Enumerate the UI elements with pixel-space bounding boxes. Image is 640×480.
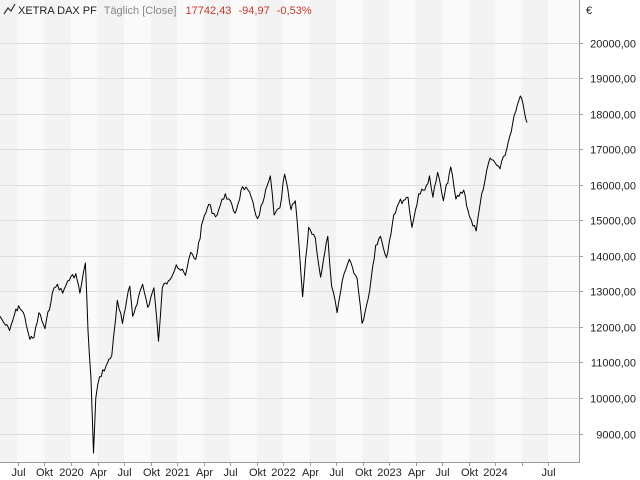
- time-band: [468, 0, 496, 462]
- x-tick-label: Okt: [461, 467, 478, 479]
- horizontal-gridlines: [0, 43, 579, 435]
- y-tick-label: 12000,00: [590, 323, 636, 335]
- time-band: [389, 0, 416, 462]
- y-tick-label: 20000,00: [590, 39, 636, 51]
- interval-label: Täglich [Close]: [104, 5, 177, 17]
- time-band: [150, 0, 178, 462]
- x-tick-label: Jul: [117, 467, 131, 479]
- series-layer: [0, 95, 528, 454]
- x-tick-label: 2024: [483, 467, 507, 479]
- y-axis: 9000,00 10000,00 11000,00 12000,00 13000,00 1…: [579, 39, 636, 442]
- time-band: [495, 0, 522, 462]
- time-bands: [0, 0, 579, 462]
- time-band: [229, 0, 257, 462]
- time-band: [203, 0, 230, 462]
- time-band: [521, 0, 549, 462]
- line-chart-icon: [3, 3, 16, 15]
- time-band: [0, 0, 18, 462]
- x-tick-label: Okt: [36, 467, 53, 479]
- x-tick-label: Apr: [90, 467, 107, 479]
- y-tick-label: 9000,00: [596, 430, 636, 442]
- time-band: [335, 0, 363, 462]
- time-band: [71, 0, 98, 462]
- y-tick-label: 16000,00: [590, 181, 636, 193]
- time-band: [177, 0, 204, 462]
- y-tick-label: 14000,00: [590, 252, 636, 264]
- x-tick-label: Apr: [408, 467, 425, 479]
- y-tick-label: 13000,00: [590, 287, 636, 299]
- time-band: [17, 0, 45, 462]
- series-line: [0, 95, 528, 454]
- x-tick-label: Okt: [249, 467, 266, 479]
- x-tick-label: Jul: [435, 467, 449, 479]
- x-tick-label: Okt: [143, 467, 160, 479]
- x-tick-label: 2023: [377, 467, 401, 479]
- time-band: [44, 0, 72, 462]
- y-unit-label: €: [586, 5, 592, 17]
- x-tick-label: Jul: [223, 467, 237, 479]
- time-band: [415, 0, 442, 462]
- time-band: [548, 0, 579, 462]
- time-band: [362, 0, 390, 462]
- time-band: [283, 0, 310, 462]
- x-tick-label: Jul: [329, 467, 343, 479]
- x-tick-label: 2022: [271, 467, 295, 479]
- chart-header: XETRA DAX PF Täglich [Close] 17742,43 -9…: [3, 3, 312, 17]
- y-tick-label: 19000,00: [590, 74, 636, 86]
- time-band: [256, 0, 284, 462]
- change-absolute: -94,97: [239, 5, 270, 17]
- x-axis: Jul Okt 2020 Apr Jul Okt 2021 Apr Jul Okt 2022 Apr J…: [11, 462, 556, 479]
- x-tick-label: Jul: [11, 467, 25, 479]
- time-band: [309, 0, 336, 462]
- x-tick-label: 2020: [59, 467, 83, 479]
- instrument-name: XETRA DAX PF: [18, 5, 97, 17]
- time-band: [97, 0, 124, 462]
- time-band: [123, 0, 151, 462]
- y-tick-label: 11000,00: [591, 358, 636, 370]
- last-price: 17742,43: [186, 5, 232, 17]
- y-tick-label: 15000,00: [590, 216, 636, 228]
- x-tick-label: Okt: [355, 467, 372, 479]
- x-tick-label: Apr: [302, 467, 319, 479]
- y-tick-label: 10000,00: [590, 394, 636, 406]
- time-band: [441, 0, 469, 462]
- y-tick-label: 17000,00: [590, 145, 636, 157]
- svg-text:XETRA DAX PF Täglich [Cl: XETRA DAX PF Täglich [Close] 17742,43 -9…: [18, 5, 312, 17]
- change-percent: -0,53%: [277, 5, 312, 17]
- y-tick-label: 18000,00: [590, 110, 636, 122]
- x-tick-label: 2021: [165, 467, 189, 479]
- x-tick-label: Apr: [196, 467, 213, 479]
- x-tick-label: Jul: [541, 467, 555, 479]
